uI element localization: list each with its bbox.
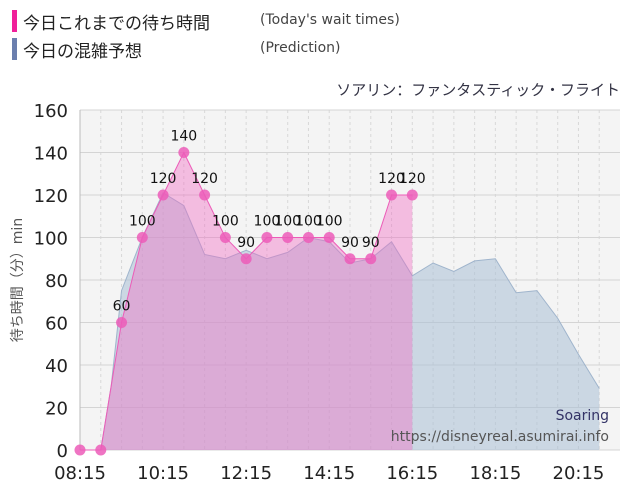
today-data-point (136, 232, 148, 243)
today-data-label: 90 (362, 235, 380, 251)
y-tick-label: 0 (57, 441, 68, 462)
today-data-label: 100 (212, 214, 239, 230)
legend-today-label-jp: 今日これまでの待ち時間 (23, 13, 210, 34)
y-tick-label: 20 (45, 399, 68, 420)
legend-prediction: 今日の混雑予想 (Prediction) (12, 36, 340, 62)
today-data-point (116, 317, 128, 328)
today-data-label: 140 (170, 129, 197, 145)
today-data-label: 100 (254, 214, 281, 230)
watermark-url: https://disneyreal.asumirai.info (391, 429, 609, 445)
today-data-point (344, 253, 356, 265)
today-data-point (240, 253, 252, 265)
legend-prediction-label-en: (Prediction) (260, 40, 341, 56)
today-data-point (302, 232, 314, 243)
today-data-point (323, 232, 335, 243)
today-data-label: 120 (378, 171, 405, 187)
y-axis-label: 待ち時間（分）min (10, 218, 26, 342)
y-tick-label: 100 (34, 229, 68, 250)
today-data-point (219, 232, 231, 243)
y-tick-label: 140 (34, 144, 68, 165)
x-tick-label: 20:15 (553, 463, 605, 484)
y-tick-label: 80 (45, 271, 68, 292)
y-tick-label: 160 (34, 101, 68, 122)
today-data-point (74, 444, 86, 456)
today-data-point (178, 147, 190, 158)
legend-today-swatch (12, 10, 17, 32)
today-data-point (386, 189, 398, 201)
prediction-area (80, 192, 600, 450)
x-tick-label: 08:15 (54, 463, 106, 484)
legend-prediction-swatch (12, 38, 17, 60)
today-data-point (157, 189, 169, 201)
today-data-label: 100 (274, 214, 301, 230)
today-data-point (261, 232, 273, 243)
x-tick-label: 12:15 (220, 463, 272, 484)
today-data-label: 120 (191, 171, 218, 187)
legend-today-label-en: (Today's wait times) (260, 12, 400, 28)
today-data-label: 100 (316, 214, 343, 230)
x-tick-label: 16:15 (386, 463, 438, 484)
chart-subtitle: ソアリン：ファンタスティック・フライト (336, 81, 620, 99)
today-area (80, 152, 413, 450)
today-data-point (365, 253, 377, 265)
today-data-point (406, 189, 418, 201)
today-data-label: 120 (399, 171, 426, 187)
y-tick-label: 40 (45, 356, 68, 377)
legend-prediction-label-jp: 今日の混雑予想 (23, 41, 142, 62)
today-data-label: 120 (150, 171, 177, 187)
today-data-label: 90 (237, 235, 255, 251)
today-data-point (282, 232, 294, 243)
y-tick-label: 120 (34, 186, 68, 207)
today-data-label: 100 (129, 214, 156, 230)
watermark-name: Soaring (556, 408, 609, 424)
today-data-label: 100 (295, 214, 322, 230)
today-data-label: 90 (341, 235, 359, 251)
x-tick-label: 10:15 (137, 463, 189, 484)
today-data-point (95, 444, 107, 456)
x-tick-label: 14:15 (303, 463, 355, 484)
today-data-point (199, 189, 211, 201)
legend-today: 今日これまでの待ち時間 (Today's wait times) (12, 8, 400, 34)
y-tick-label: 60 (45, 314, 68, 335)
x-tick-label: 18:15 (469, 463, 521, 484)
today-data-label: 60 (113, 299, 131, 315)
